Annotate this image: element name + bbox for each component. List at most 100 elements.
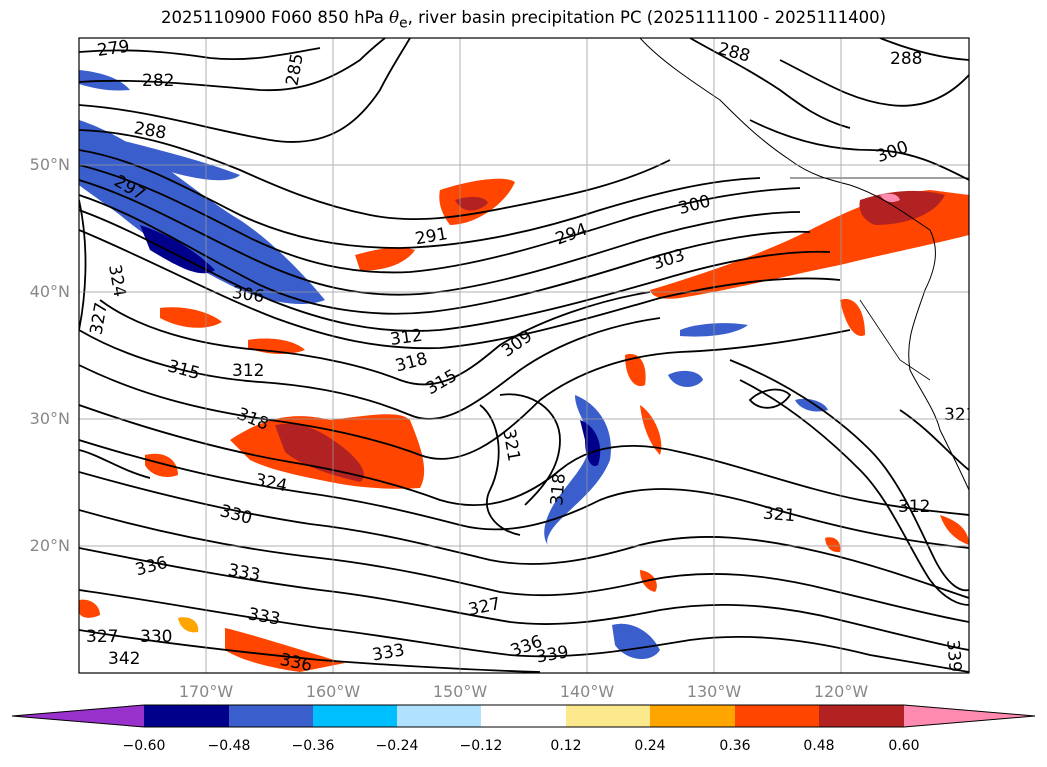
negative-pc-spot xyxy=(668,370,703,387)
contour-line xyxy=(79,547,969,651)
contour-line xyxy=(79,149,761,249)
contour-line xyxy=(79,194,811,315)
positive-pc-band-south-core xyxy=(275,423,364,482)
contour-line xyxy=(79,589,969,673)
contour-line xyxy=(79,129,671,221)
contour-label: 279 xyxy=(96,37,131,61)
contour-line xyxy=(79,317,661,420)
lon-label: 120°W xyxy=(813,682,869,701)
negative-pc-band-west xyxy=(79,120,325,305)
lon-label: 130°W xyxy=(686,682,742,701)
contour-label: 312 xyxy=(232,361,264,381)
positive-pc-patch-6 xyxy=(225,628,345,672)
contour-line xyxy=(79,329,851,460)
map-title: 2025110900 F060 850 hPa θe, river basin … xyxy=(160,8,887,32)
positive-pc-patch-14 xyxy=(178,617,199,633)
colorbar-extend-high xyxy=(904,705,1035,727)
contour-label: 306 xyxy=(231,283,266,307)
colorbar-tick-label: 0.48 xyxy=(803,738,835,754)
negative-pc-band-core xyxy=(140,225,215,274)
colorbar-tick-label: 0.12 xyxy=(550,738,582,754)
colorbar-bin xyxy=(481,705,566,727)
contour-label: 321 xyxy=(762,504,796,527)
contour-label: 312 xyxy=(389,326,424,350)
contour-line xyxy=(79,38,411,143)
coastline xyxy=(639,38,969,491)
colorbar-outline xyxy=(11,704,1036,728)
positive-pc-patch-9 xyxy=(640,405,662,455)
lat-label: 20°N xyxy=(29,536,70,555)
contour-line xyxy=(79,404,969,516)
contour-line xyxy=(479,404,521,536)
contour-line xyxy=(79,179,801,296)
contour-line xyxy=(689,38,851,129)
colorbar-bin xyxy=(397,705,481,727)
colorbar-bin xyxy=(566,705,650,727)
lon-label: 140°W xyxy=(559,682,615,701)
contour-line xyxy=(99,291,651,386)
colorbar-bin xyxy=(650,705,735,727)
positive-pc-patch-2-core xyxy=(455,196,488,211)
map-background xyxy=(79,38,969,673)
colorbar-tick-label: −0.60 xyxy=(122,738,166,754)
colorbar-bin xyxy=(229,705,313,727)
colorbar-tick-label: 0.24 xyxy=(634,738,666,754)
contour-label: 321 xyxy=(944,405,976,425)
positive-pc-plume-peak xyxy=(880,193,900,203)
lon-label: 150°W xyxy=(432,682,488,701)
contour-line xyxy=(79,439,969,549)
contour-line xyxy=(79,199,87,331)
contour-label: 318 xyxy=(547,472,570,506)
positive-pc-patch-12 xyxy=(940,515,969,545)
contour-line xyxy=(79,629,541,673)
contour-line xyxy=(79,47,321,61)
contour-label: 336 xyxy=(278,650,314,676)
positive-pc-plume-core xyxy=(859,190,945,225)
positive-pc-patch-8 xyxy=(625,354,646,387)
positive-pc-patch-5 xyxy=(145,453,178,477)
positive-pc-patch-7 xyxy=(79,599,100,618)
contour-line xyxy=(739,379,969,606)
contour-line xyxy=(79,471,969,599)
colorbar-bin xyxy=(313,705,397,727)
contour-line xyxy=(79,164,801,274)
colorbar-tick-label: −0.48 xyxy=(207,738,251,754)
colorbar-extend-low xyxy=(12,705,144,727)
negative-pc-band-top xyxy=(120,140,240,181)
map-frame xyxy=(78,37,970,674)
contour-line xyxy=(79,509,969,623)
contour-line xyxy=(899,409,969,471)
contour-line xyxy=(79,209,831,332)
lat-label: 40°N xyxy=(29,282,70,301)
contour-line xyxy=(779,59,969,107)
negative-pc-hook-core xyxy=(580,420,601,466)
map-layer: 279 282 285 288 288 288 291 294 297 300 … xyxy=(79,37,976,676)
contour-line xyxy=(879,38,969,61)
contour-label: 342 xyxy=(108,649,140,669)
contour-label: 282 xyxy=(142,71,174,91)
contour-label: 312 xyxy=(898,497,930,517)
colorbar-bin xyxy=(735,705,819,727)
colorbar-tick-label: −0.12 xyxy=(459,738,503,754)
colorbar-tick-label: −0.24 xyxy=(375,738,419,754)
theta-e-contours xyxy=(79,38,969,673)
positive-pc-patch-10 xyxy=(840,299,865,336)
contour-line xyxy=(748,388,792,409)
colorbar-tick-label: 0.36 xyxy=(719,738,751,754)
precip-shading xyxy=(79,70,969,672)
colorbar xyxy=(11,704,1036,728)
colorbar-tick-label: −0.36 xyxy=(291,738,335,754)
lon-label: 160°W xyxy=(305,682,361,701)
lon-label: 170°W xyxy=(178,682,234,701)
contour-label: 327 xyxy=(86,627,118,647)
graticule xyxy=(79,38,969,673)
lat-label: 50°N xyxy=(29,155,70,174)
contour-label: 339 xyxy=(942,639,965,673)
positive-pc-patch-1 xyxy=(355,247,415,271)
contour-label: 288 xyxy=(890,49,922,69)
contour-line xyxy=(749,119,969,181)
contour-line xyxy=(499,393,561,506)
colorbar-bin xyxy=(144,705,229,727)
positive-pc-patch-13 xyxy=(825,537,841,553)
